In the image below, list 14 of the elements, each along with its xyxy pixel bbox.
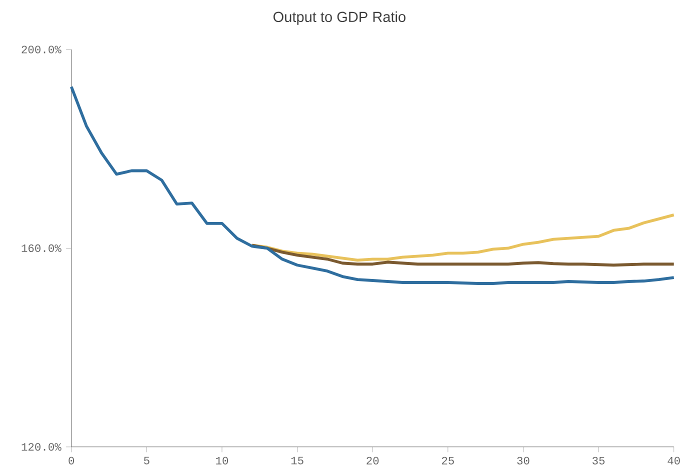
x-tick-label: 20 xyxy=(366,457,379,465)
x-tick-label: 35 xyxy=(592,457,605,465)
x-tick-label: 30 xyxy=(517,457,530,465)
chart-title: Output to GDP Ratio xyxy=(273,12,406,26)
x-tick-label: 10 xyxy=(216,457,228,465)
x-tick-label: 5 xyxy=(144,457,150,465)
y-tick-label: 160.0% xyxy=(22,244,62,252)
x-tick-label: 40 xyxy=(668,457,680,465)
x-tick-label: 15 xyxy=(291,457,304,465)
x-tick-label: 25 xyxy=(442,457,454,465)
x-tick-label: 0 xyxy=(68,457,74,465)
line-series xyxy=(250,214,676,262)
y-tick-label: 200.0% xyxy=(22,46,62,54)
y-tick-label: 120.0% xyxy=(22,443,62,451)
